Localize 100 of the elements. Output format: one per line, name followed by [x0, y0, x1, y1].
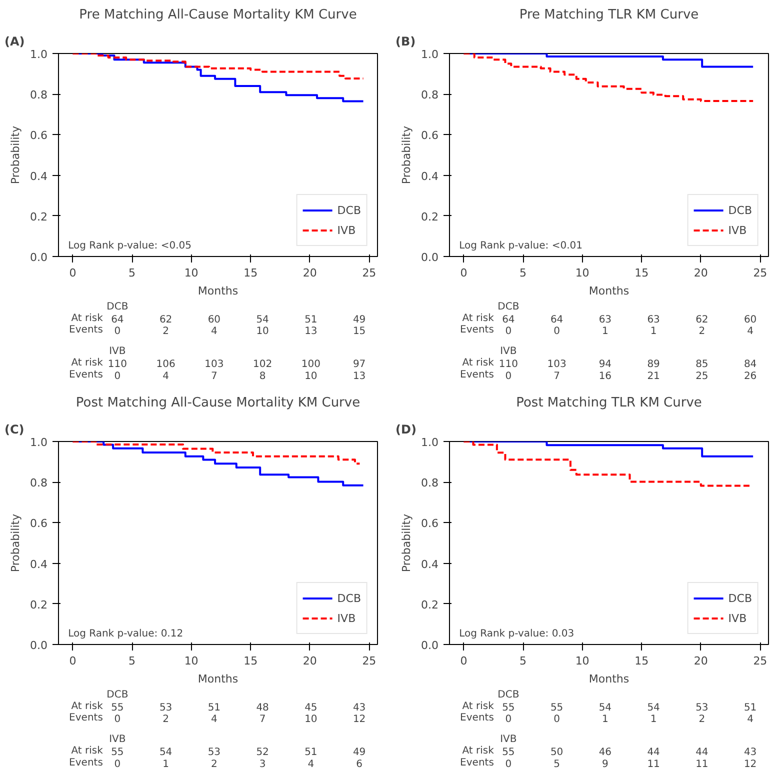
text: At risk 55 55 54 54 53 51	[462, 701, 757, 714]
y-tick-label: 0.4	[30, 558, 48, 571]
text: Events 0 7 16 21 25 26	[460, 369, 757, 382]
x-tick-label: 25	[753, 266, 768, 280]
y-tick-label: 0.0	[30, 639, 48, 652]
text: At risk 55 53 51 48 45 43	[71, 701, 366, 714]
y-axis-title: Probability	[9, 125, 22, 184]
x-tick-label: 5	[520, 266, 527, 280]
y-tick-label: 0.0	[421, 251, 439, 264]
text: Events 0 1 2 3 4 6	[69, 757, 362, 770]
y-tick-label: 0.6	[30, 129, 48, 142]
x-axis-title: Months	[588, 284, 630, 298]
y-tick-label: 1.0	[30, 48, 48, 61]
legend-label: DCB	[337, 204, 361, 216]
x-tick-label: 0	[460, 654, 468, 668]
y-axis-title: Probability	[9, 513, 22, 572]
y-tick-label: 0.8	[30, 476, 48, 490]
chart-subtitle: (A)	[4, 34, 25, 48]
legend-label: IVB	[337, 612, 357, 624]
y-tick-label: 0.8	[421, 88, 439, 102]
text: At risk 55 50 46 44 44 43	[462, 746, 757, 758]
text: Events 0 2 4 7 10 12	[69, 712, 366, 726]
text: DCB	[106, 690, 128, 701]
text: DCB	[498, 690, 520, 701]
y-tick-label: 0.0	[421, 639, 439, 652]
y-tick-label: 0.2	[421, 210, 439, 224]
annotation: Log Rank p-value: 0.12	[68, 628, 184, 640]
chart-subtitle: (B)	[396, 34, 416, 48]
y-tick-label: 0.2	[30, 598, 48, 612]
chart-subtitle: (D)	[396, 422, 416, 436]
x-tick-label: 20	[694, 654, 708, 668]
y-tick-label: 0.8	[30, 88, 48, 102]
x-axis-title: Months	[198, 672, 238, 686]
x-tick-label: 15	[244, 654, 258, 668]
y-tick-label: 0.0	[30, 251, 48, 264]
x-tick-label: 0	[460, 266, 468, 280]
text: IVB	[500, 346, 517, 358]
y-tick-label: 0.4	[30, 170, 48, 183]
x-axis-title: Months	[588, 672, 630, 686]
y-tick-label: 0.4	[421, 558, 439, 571]
x-tick-label: 5	[128, 266, 136, 280]
y-tick-label: 1.0	[421, 436, 439, 449]
text: Events 0 0 1 1 2 4	[460, 712, 754, 726]
annotation: Log Rank p-value: <0.05	[68, 240, 192, 252]
x-tick-label: 10	[575, 266, 590, 280]
chart-title: Pre Matching TLR KM Curve	[519, 8, 699, 22]
chart-subtitle: (C)	[4, 422, 24, 436]
chart-title: Post Matching TLR KM Curve	[516, 396, 702, 410]
text: IVB	[109, 734, 126, 746]
x-tick-label: 25	[362, 654, 376, 668]
legend-label: IVB	[728, 612, 748, 624]
text: At risk 64 64 63 63 62 60	[462, 313, 757, 326]
text: Events 0 4 7 8 10 13	[69, 369, 366, 382]
x-tick-label: 5	[520, 654, 527, 668]
y-tick-label: 0.2	[421, 598, 439, 612]
y-tick-label: 0.2	[30, 210, 48, 224]
text: DCB	[498, 302, 520, 313]
x-tick-label: 10	[184, 266, 198, 280]
text: IVB	[500, 734, 517, 746]
legend-label: DCB	[728, 592, 752, 604]
y-tick-label: 1.0	[30, 436, 48, 449]
legend-label: DCB	[728, 204, 752, 216]
text: Events 0 0 1 1 2 4	[460, 324, 754, 338]
x-tick-label: 0	[69, 266, 76, 280]
x-tick-label: 10	[184, 654, 198, 668]
y-tick-label: 0.8	[421, 476, 439, 490]
text: IVB	[109, 346, 126, 358]
text: At risk 110 103 94 89 85 84	[462, 358, 757, 370]
x-tick-label: 15	[244, 266, 258, 280]
x-tick-label: 15	[634, 654, 649, 668]
x-tick-label: 10	[575, 654, 590, 668]
chart-title: Post Matching All-Cause Mortality KM Curve	[76, 396, 360, 410]
text: At risk 55 54 53 52 51 49	[71, 746, 366, 758]
text: Events 0 2 4 10 13 15	[69, 324, 366, 338]
y-tick-label: 0.6	[421, 129, 439, 142]
y-tick-label: 0.6	[30, 517, 48, 530]
x-axis-title: Months	[198, 284, 238, 298]
y-tick-label: 0.4	[421, 170, 439, 183]
x-tick-label: 5	[128, 654, 136, 668]
x-tick-label: 15	[634, 266, 649, 280]
x-tick-label: 20	[694, 266, 708, 280]
annotation: Log Rank p-value: 0.03	[459, 628, 574, 640]
text: At risk 64 62 60 54 51 49	[71, 313, 366, 326]
legend-label: DCB	[337, 592, 361, 604]
y-tick-label: 0.6	[421, 517, 439, 530]
y-tick-label: 1.0	[421, 48, 439, 61]
legend-label: IVB	[337, 224, 357, 236]
y-axis-title: Probability	[400, 125, 414, 184]
x-tick-label: 25	[362, 266, 376, 280]
x-tick-label: 20	[302, 654, 317, 668]
text: At risk 110 106 103 102 100 97	[71, 358, 366, 370]
y-axis-title: Probability	[400, 513, 414, 572]
text: DCB	[106, 302, 128, 313]
legend-label: IVB	[728, 224, 748, 236]
x-tick-label: 0	[69, 654, 76, 668]
x-tick-label: 25	[753, 654, 768, 668]
text: Events 0 5 9 11 11 12	[460, 757, 757, 770]
chart-title: Pre Matching All-Cause Mortality KM Curve	[79, 8, 357, 22]
x-tick-label: 20	[302, 266, 317, 280]
annotation: Log Rank p-value: <0.01	[459, 240, 582, 252]
